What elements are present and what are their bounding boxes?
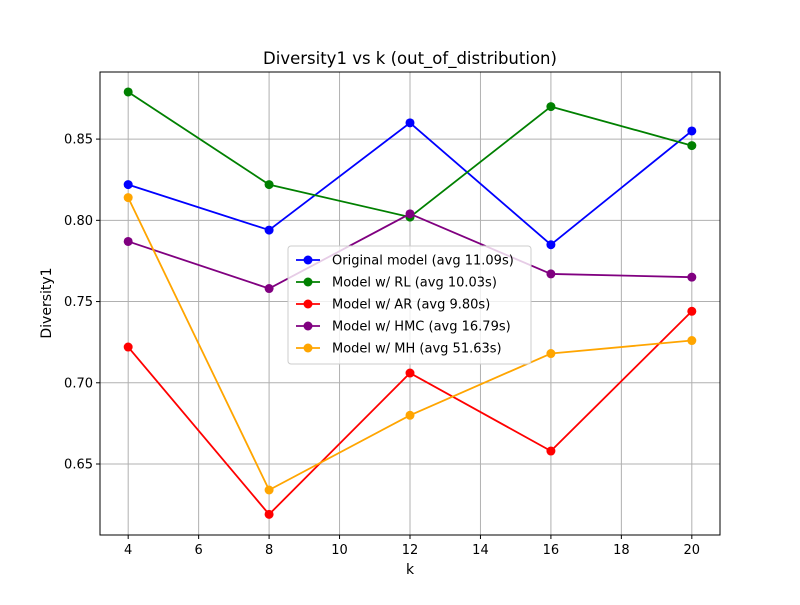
x-tick-label: 12: [402, 543, 419, 558]
legend-label: Original model (avg 11.09s): [332, 254, 514, 269]
legend-item: Model w/ HMC (avg 16.79s): [296, 320, 511, 335]
x-tick-label: 4: [124, 543, 132, 558]
x-axis-ticks: 4 6 8 10 12 14 16 18 20: [124, 535, 700, 558]
data-point: [264, 485, 274, 495]
data-point: [405, 118, 415, 128]
data-point: [123, 342, 133, 352]
data-point: [123, 87, 133, 97]
data-series: [123, 87, 697, 519]
x-tick-label: 20: [684, 543, 701, 558]
y-axis-ticks: 0.65 0.70 0.75 0.80 0.85: [64, 133, 100, 473]
legend-item: Model w/ AR (avg 9.80s): [296, 298, 490, 313]
legend-item: Model w/ RL (avg 10.03s): [296, 276, 497, 291]
series-group: [123, 209, 697, 294]
legend-item: Original model (avg 11.09s): [296, 254, 514, 269]
series-group: [123, 306, 697, 519]
data-point: [123, 180, 133, 190]
y-tick-label: 0.70: [64, 376, 93, 391]
data-point: [405, 209, 415, 219]
x-tick-label: 6: [194, 543, 202, 558]
y-tick-label: 0.80: [64, 214, 93, 229]
y-tick-label: 0.75: [64, 295, 93, 310]
legend-label: Model w/ RL (avg 10.03s): [332, 276, 497, 291]
data-point: [687, 306, 697, 316]
data-point: [264, 284, 274, 294]
y-tick-label: 0.85: [64, 133, 93, 148]
legend-marker: [303, 343, 313, 353]
series-group: [123, 118, 697, 250]
data-point: [687, 126, 697, 136]
legend-marker: [303, 299, 313, 309]
y-axis-label: Diversity1: [39, 267, 55, 338]
data-point: [264, 509, 274, 519]
data-point: [405, 410, 415, 420]
legend-marker: [303, 277, 313, 287]
x-tick-label: 18: [613, 543, 630, 558]
chart-title: Diversity1 vs k (out_of_distribution): [263, 49, 557, 69]
x-tick-label: 14: [472, 543, 489, 558]
data-point: [123, 193, 133, 203]
legend-box: [287, 245, 532, 365]
legend-marker: [303, 255, 313, 265]
data-point: [546, 446, 556, 456]
legend-marker: [303, 321, 313, 331]
data-point: [687, 336, 697, 346]
y-tick-label: 0.65: [64, 458, 93, 473]
legend-item: Model w/ MH (avg 51.63s): [296, 342, 502, 357]
x-axis-label: k: [406, 562, 415, 578]
legend-label: Model w/ HMC (avg 16.79s): [332, 320, 511, 335]
legend-label: Model w/ MH (avg 51.63s): [332, 342, 502, 357]
data-point: [405, 368, 415, 378]
data-point: [687, 272, 697, 282]
data-point: [546, 349, 556, 359]
data-point: [264, 180, 274, 190]
legend: Original model (avg 11.09s) Model w/ RL (…: [287, 245, 532, 365]
data-point: [687, 141, 697, 151]
data-point: [264, 225, 274, 235]
data-point: [123, 236, 133, 246]
x-tick-label: 16: [543, 543, 560, 558]
x-tick-label: 10: [331, 543, 348, 558]
x-tick-label: 8: [265, 543, 273, 558]
data-point: [546, 102, 556, 112]
legend-label: Model w/ AR (avg 9.80s): [332, 298, 490, 313]
data-point: [546, 269, 556, 279]
data-point: [546, 240, 556, 250]
series-group: [123, 193, 697, 495]
